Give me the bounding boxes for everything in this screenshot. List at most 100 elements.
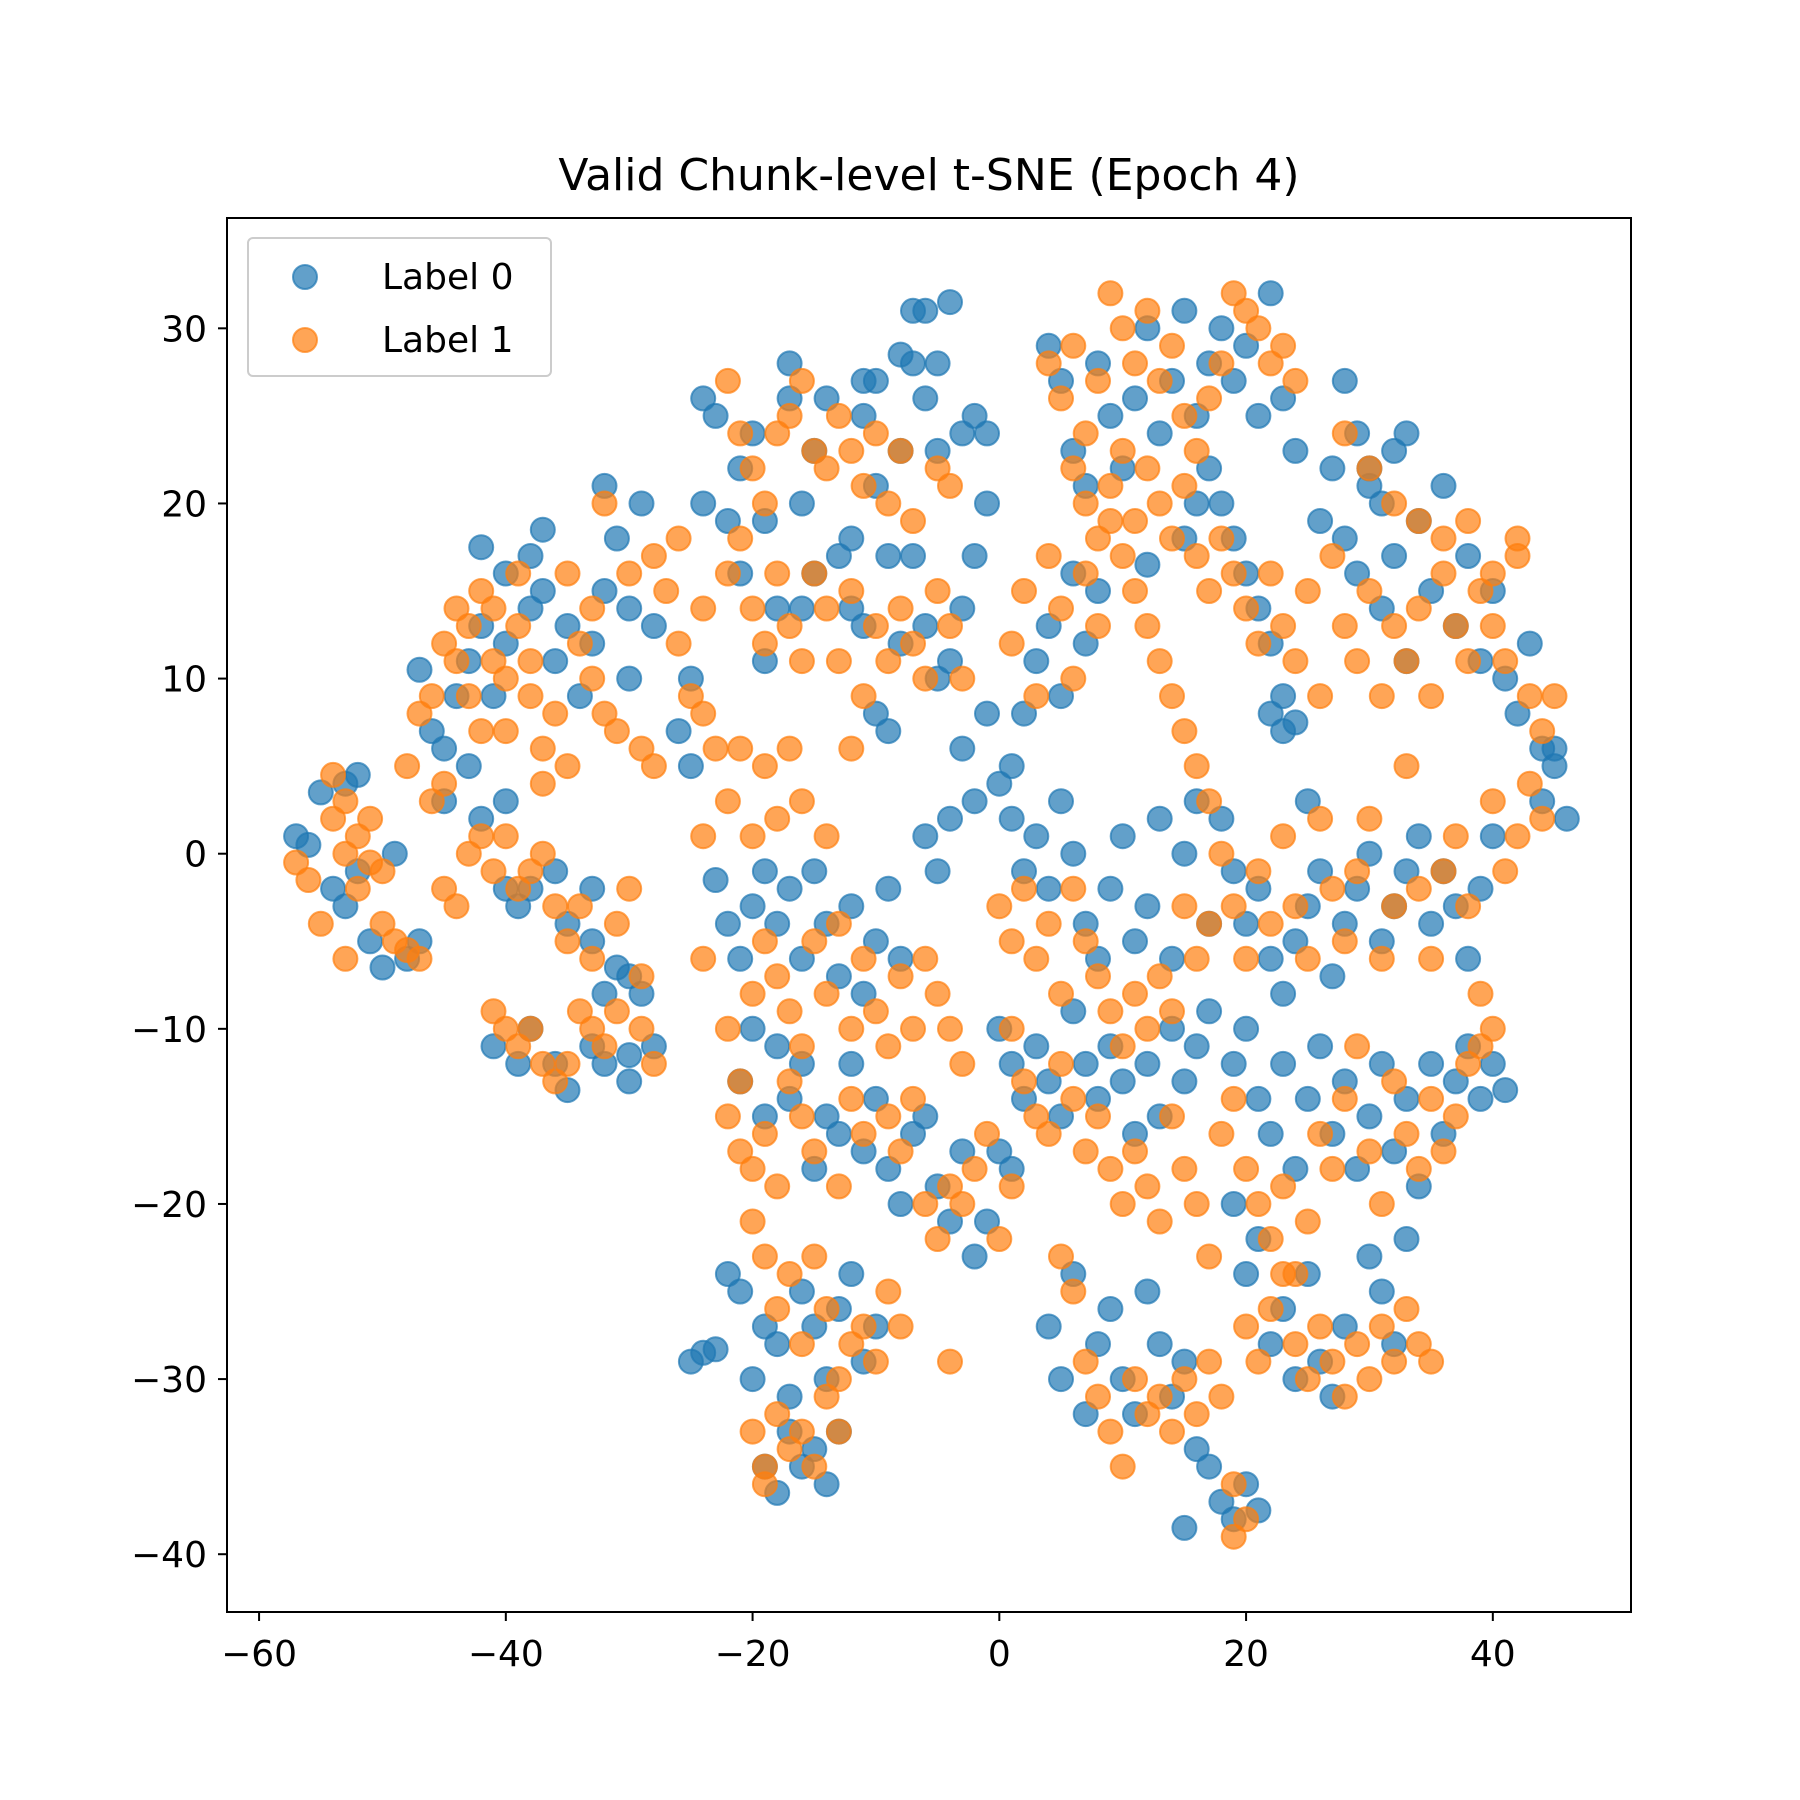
legend-box bbox=[247, 237, 552, 377]
point-label-1 bbox=[1085, 613, 1111, 639]
point-label-0 bbox=[949, 1138, 976, 1165]
point-label-1 bbox=[1183, 753, 1210, 780]
point-label-1 bbox=[369, 858, 396, 885]
point-label-1 bbox=[924, 455, 951, 482]
point-label-1 bbox=[418, 683, 445, 710]
point-label-1 bbox=[1171, 402, 1198, 429]
point-label-0 bbox=[1035, 613, 1062, 639]
point-label-1 bbox=[1072, 490, 1099, 517]
point-label-1 bbox=[1356, 455, 1383, 482]
point-label-1 bbox=[1085, 1383, 1111, 1410]
point-label-1 bbox=[332, 840, 359, 867]
point-label-1 bbox=[714, 1015, 741, 1042]
point-label-0 bbox=[813, 385, 840, 412]
point-label-1 bbox=[307, 910, 334, 937]
point-label-1 bbox=[1344, 858, 1371, 885]
point-label-0 bbox=[1072, 1401, 1099, 1428]
point-label-1 bbox=[1294, 578, 1321, 604]
point-label-1 bbox=[801, 1138, 828, 1165]
point-label-0 bbox=[1541, 735, 1568, 762]
point-label-0 bbox=[900, 350, 926, 377]
point-label-0 bbox=[900, 1120, 926, 1147]
point-label-0 bbox=[961, 1243, 988, 1270]
point-label-1 bbox=[1196, 385, 1223, 412]
point-label-0 bbox=[1220, 1050, 1247, 1077]
point-label-0 bbox=[1467, 875, 1494, 902]
point-label-0 bbox=[1134, 1050, 1161, 1077]
point-label-1 bbox=[542, 1068, 569, 1095]
point-label-1 bbox=[1233, 945, 1260, 972]
point-label-0 bbox=[937, 805, 963, 832]
point-label-0 bbox=[1479, 823, 1506, 850]
point-label-0 bbox=[1356, 1103, 1383, 1130]
point-label-0 bbox=[1023, 823, 1050, 850]
point-label-0 bbox=[616, 665, 643, 692]
point-label-1 bbox=[776, 1261, 803, 1287]
point-label-0 bbox=[714, 1261, 741, 1287]
point-label-0 bbox=[1122, 385, 1148, 412]
point-label-1 bbox=[1319, 1348, 1346, 1375]
point-label-1 bbox=[591, 700, 618, 727]
point-label-0 bbox=[1146, 805, 1173, 832]
point-label-1 bbox=[640, 1050, 667, 1077]
point-label-1 bbox=[862, 420, 889, 447]
point-label-1 bbox=[1060, 332, 1087, 359]
point-label-1 bbox=[1405, 595, 1432, 622]
point-label-0 bbox=[1171, 840, 1198, 867]
chart-title: Valid Chunk-level t-SNE (Epoch 4) bbox=[558, 150, 1299, 201]
point-label-0 bbox=[924, 350, 951, 377]
point-label-1 bbox=[1455, 893, 1482, 920]
point-label-1 bbox=[813, 1383, 840, 1410]
point-label-0 bbox=[801, 1313, 828, 1340]
point-label-0 bbox=[764, 1331, 791, 1358]
point-label-1 bbox=[1146, 490, 1173, 517]
point-label-0 bbox=[1418, 578, 1445, 604]
point-label-1 bbox=[603, 910, 630, 937]
point-label-0 bbox=[344, 761, 371, 788]
point-label-1 bbox=[1479, 1015, 1506, 1042]
point-label-1 bbox=[1023, 945, 1050, 972]
point-label-0 bbox=[1344, 560, 1371, 587]
point-label-1 bbox=[813, 595, 840, 622]
point-label-0 bbox=[1257, 280, 1284, 307]
point-label-0 bbox=[961, 543, 988, 569]
point-label-1 bbox=[1405, 508, 1432, 534]
point-label-1 bbox=[1085, 367, 1111, 394]
point-label-1 bbox=[900, 1015, 926, 1042]
point-label-1 bbox=[887, 595, 914, 622]
point-label-1 bbox=[1060, 665, 1087, 692]
point-label-0 bbox=[788, 490, 815, 517]
point-label-1 bbox=[1233, 297, 1260, 324]
point-label-1 bbox=[1307, 805, 1334, 832]
point-label-1 bbox=[1331, 1383, 1358, 1410]
point-label-1 bbox=[998, 1015, 1025, 1042]
point-label-1 bbox=[801, 560, 828, 587]
point-label-1 bbox=[1344, 1331, 1371, 1358]
point-label-0 bbox=[616, 595, 643, 622]
x-tick-label: 0 bbox=[988, 1634, 1011, 1675]
point-label-1 bbox=[727, 420, 754, 447]
point-label-1 bbox=[1072, 1348, 1099, 1375]
point-label-1 bbox=[1516, 683, 1543, 710]
point-label-1 bbox=[813, 1296, 840, 1322]
point-label-1 bbox=[554, 1050, 581, 1077]
point-label-1 bbox=[1233, 1313, 1260, 1340]
point-label-1 bbox=[998, 1173, 1025, 1200]
point-label-1 bbox=[468, 578, 495, 604]
point-label-0 bbox=[1023, 648, 1050, 675]
point-label-0 bbox=[1455, 543, 1482, 569]
point-label-1 bbox=[1146, 648, 1173, 675]
point-label-1 bbox=[1134, 455, 1161, 482]
point-label-1 bbox=[1479, 613, 1506, 639]
point-label-1 bbox=[1109, 1453, 1136, 1480]
point-label-1 bbox=[1331, 928, 1358, 955]
point-label-1 bbox=[850, 1313, 877, 1340]
point-label-1 bbox=[492, 718, 519, 745]
point-label-0 bbox=[1368, 1050, 1395, 1077]
point-label-0 bbox=[640, 613, 667, 639]
point-label-1 bbox=[505, 613, 532, 639]
point-label-0 bbox=[1035, 1313, 1062, 1340]
y-tick-label: −20 bbox=[131, 1185, 207, 1226]
point-label-0 bbox=[1307, 508, 1334, 534]
point-label-1 bbox=[1442, 1103, 1469, 1130]
